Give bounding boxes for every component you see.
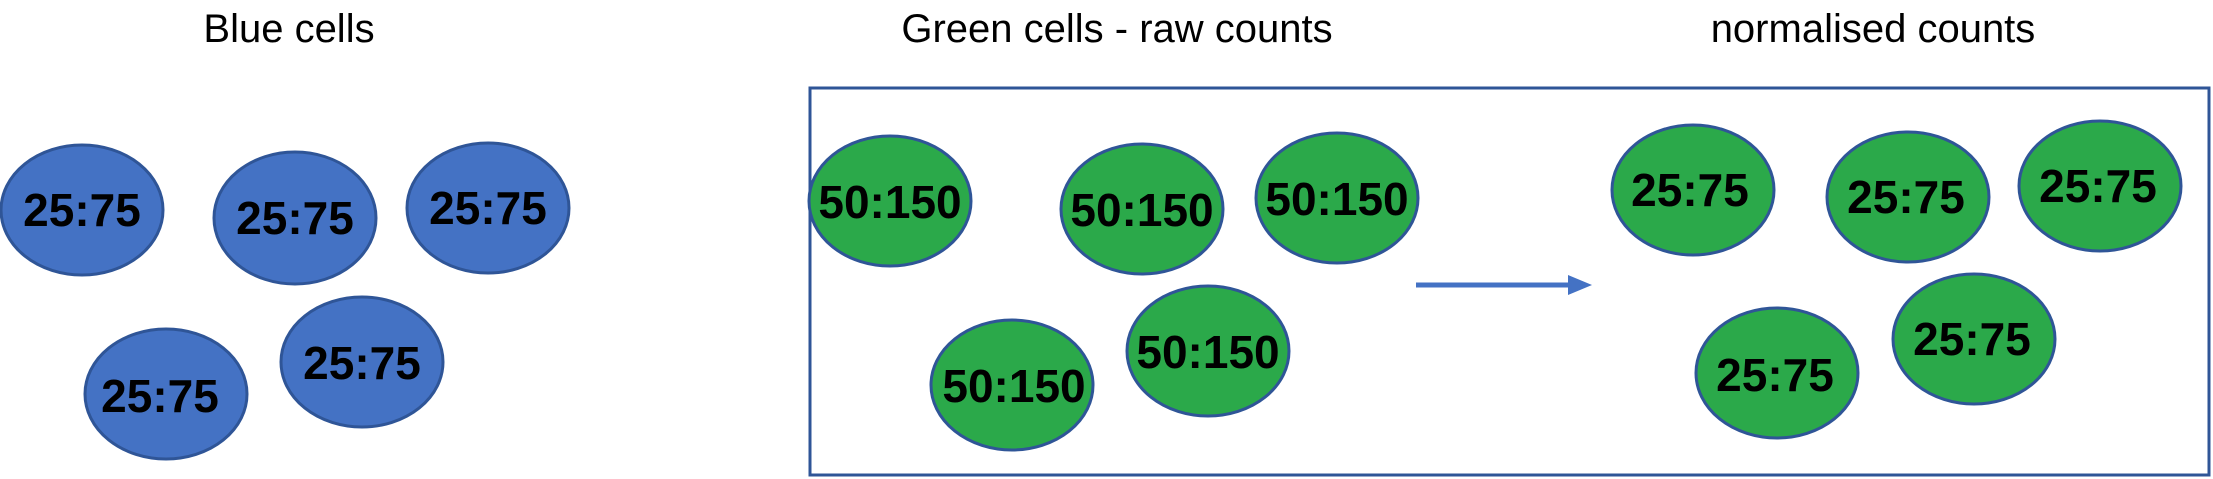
blue-cell-shape [0, 143, 165, 277]
green-raw-cell-label: 50:150 [1265, 173, 1408, 225]
green-normalised-cell: 25:75 [2017, 119, 2183, 253]
blue-cell-shape [83, 327, 249, 461]
green-raw-cell: 50:150 [807, 134, 973, 268]
green-cell-shape [1254, 131, 1420, 265]
blue-cell: 25:75 [83, 327, 249, 461]
green-cell-shape [1059, 142, 1225, 276]
green-cells-box [808, 86, 2211, 477]
green-normalised-cell: 25:75 [1610, 123, 1776, 257]
blue-cell-label: 25:75 [23, 184, 141, 236]
green-normalised-cells-group: 25:75 25:75 25:75 25:75 25:75 [1610, 119, 2183, 440]
green-normalised-cell-label: 25:75 [1631, 164, 1749, 216]
blue-cell-label: 25:75 [303, 337, 421, 389]
blue-cell: 25:75 [405, 141, 571, 275]
green-normalised-cell-label: 25:75 [1847, 171, 1965, 223]
normalisation-arrow [1416, 275, 1592, 295]
blue-cell: 25:75 [212, 150, 378, 286]
green-normalised-cell: 25:75 [1694, 306, 1860, 440]
green-cell-shape [1125, 284, 1291, 418]
green-cell-shape [1694, 306, 1860, 440]
blue-cell-shape [405, 141, 571, 275]
blue-cell-shape [279, 295, 445, 429]
blue-cell-label: 25:75 [236, 192, 354, 244]
green-raw-cell: 50:150 [929, 318, 1095, 452]
green-raw-cell: 50:150 [1059, 142, 1225, 276]
green-normalised-cell-label: 25:75 [1913, 313, 2031, 365]
green-raw-cell: 50:150 [1254, 131, 1420, 265]
green-cell-shape [1610, 123, 1776, 257]
blue-cell-label: 25:75 [429, 182, 547, 234]
green-raw-cells-group: 50:150 50:150 50:150 50:150 50:150 [807, 131, 1420, 452]
blue-cells-group: 25:75 25:75 25:75 25:75 25:75 [0, 141, 571, 461]
green-cell-shape [1891, 272, 2057, 406]
green-cell-shape [929, 318, 1095, 452]
green-cells-raw-title: Green cells - raw counts [901, 7, 1332, 51]
blue-cell-shape [212, 150, 378, 286]
green-cell-shape [2017, 119, 2183, 253]
green-raw-cell-label: 50:150 [1070, 184, 1213, 236]
green-raw-cell-label: 50:150 [1136, 326, 1279, 378]
green-normalised-cell: 25:75 [1891, 272, 2057, 406]
green-normalised-cell-label: 25:75 [2039, 160, 2157, 212]
green-raw-cell: 50:150 [1125, 284, 1291, 418]
green-normalised-cell-label: 25:75 [1716, 349, 1834, 401]
blue-cell-label: 25:75 [101, 370, 219, 422]
normalised-counts-title: normalised counts [1711, 7, 2036, 51]
green-cell-shape [807, 134, 973, 268]
green-cell-shape [1825, 130, 1991, 264]
green-raw-cell-label: 50:150 [818, 176, 961, 228]
blue-cell: 25:75 [0, 143, 165, 277]
blue-cells-title: Blue cells [203, 7, 374, 51]
green-normalised-cell: 25:75 [1825, 130, 1991, 264]
blue-cell: 25:75 [279, 295, 445, 429]
green-raw-cell-label: 50:150 [942, 360, 1085, 412]
